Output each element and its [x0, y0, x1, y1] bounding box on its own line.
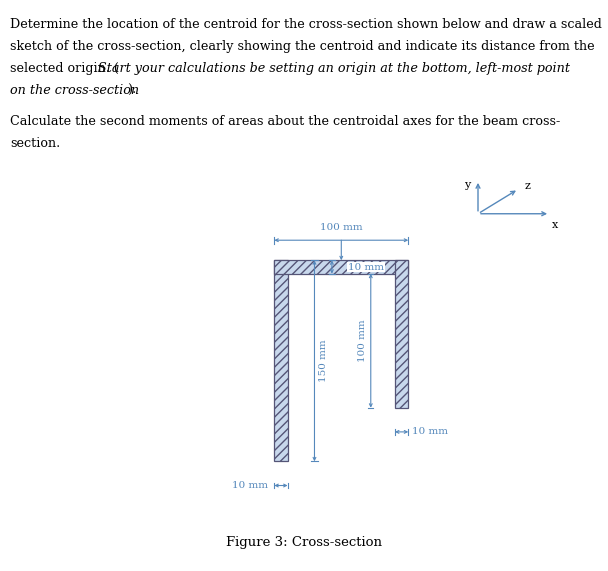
Text: Calculate the second moments of areas about the centroidal axes for the beam cro: Calculate the second moments of areas ab…: [10, 115, 560, 128]
Text: 100 mm: 100 mm: [358, 319, 367, 362]
Text: Figure 3: Cross-section: Figure 3: Cross-section: [226, 536, 382, 549]
Bar: [274, 260, 409, 274]
Text: Determine the location of the centroid for the cross-section shown below and dra: Determine the location of the centroid f…: [10, 18, 602, 31]
Text: section.: section.: [10, 137, 60, 150]
Text: on the cross-section: on the cross-section: [10, 84, 139, 97]
Text: 150 mm: 150 mm: [319, 340, 328, 382]
Text: sketch of the cross-section, clearly showing the centroid and indicate its dista: sketch of the cross-section, clearly sho…: [10, 40, 595, 53]
Text: x: x: [551, 220, 558, 230]
Bar: [274, 260, 288, 461]
Text: 10 mm: 10 mm: [232, 481, 268, 490]
Text: ).: ).: [127, 84, 137, 97]
Text: y: y: [464, 180, 471, 190]
Text: 10 mm: 10 mm: [348, 263, 384, 272]
Bar: [395, 260, 409, 408]
Text: 10 mm: 10 mm: [412, 428, 448, 436]
Text: Start your calculations be setting an origin at the bottom, left-most point: Start your calculations be setting an or…: [98, 62, 570, 75]
Text: selected origin. (: selected origin. (: [10, 62, 119, 75]
Text: z: z: [525, 181, 530, 191]
Text: 100 mm: 100 mm: [320, 223, 362, 232]
